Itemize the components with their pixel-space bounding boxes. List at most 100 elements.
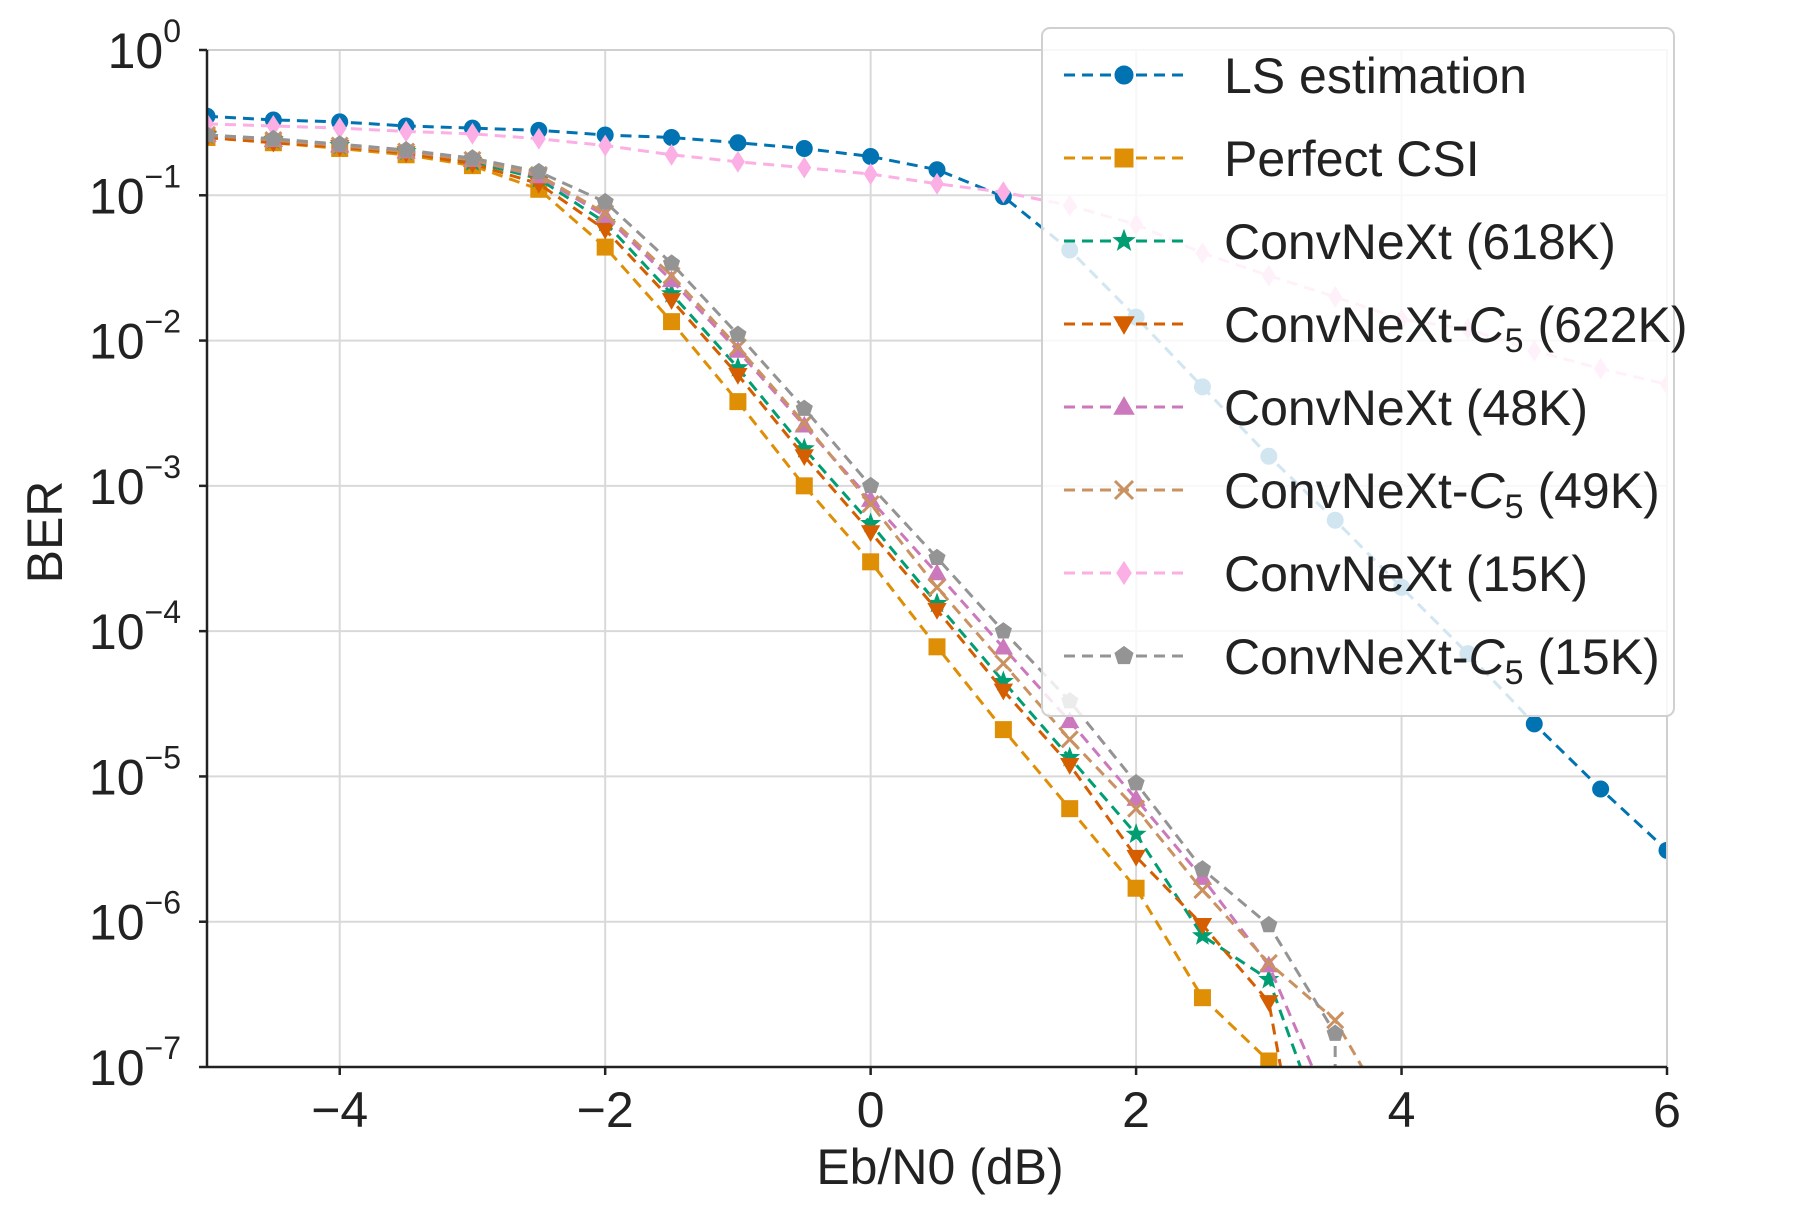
data-point bbox=[331, 135, 349, 152]
legend-label: ConvNeXt (618K) bbox=[1224, 214, 1616, 270]
data-point bbox=[397, 140, 415, 158]
legend-entry: ConvNeXt-C5 (49K) bbox=[1064, 463, 1660, 526]
data-point bbox=[795, 399, 813, 416]
data-point bbox=[1259, 995, 1279, 1012]
data-point bbox=[595, 222, 615, 240]
data-point bbox=[728, 368, 748, 385]
data-point bbox=[994, 721, 1012, 739]
data-point bbox=[795, 414, 814, 433]
data-point bbox=[596, 192, 614, 210]
legend-marker bbox=[1113, 316, 1135, 335]
legend-entry: ConvNeXt (48K) bbox=[1064, 380, 1588, 436]
data-point bbox=[993, 683, 1014, 701]
legend-entry: ConvNeXt-C5 (622K) bbox=[1064, 297, 1688, 360]
data-point bbox=[1193, 860, 1212, 877]
data-point bbox=[994, 654, 1013, 673]
legend-entry: ConvNeXt (15K) bbox=[1064, 546, 1588, 602]
legend-entry: ConvNeXt-C5 (15K) bbox=[1064, 629, 1660, 692]
data-point bbox=[927, 578, 947, 597]
data-point bbox=[930, 172, 944, 195]
data-point bbox=[1060, 758, 1080, 775]
y-tick-label: 10−5 bbox=[89, 739, 181, 805]
y-tick-label: 10−6 bbox=[89, 885, 181, 951]
x-axis-label: Eb/N0 (dB) bbox=[816, 1139, 1063, 1195]
data-point bbox=[928, 548, 946, 566]
legend-marker bbox=[1114, 65, 1134, 85]
legend-box bbox=[1041, 27, 1675, 717]
y-tick-label: 10−3 bbox=[89, 449, 181, 515]
data-point bbox=[862, 553, 880, 571]
series-line bbox=[207, 122, 1667, 386]
legend-marker bbox=[1113, 396, 1135, 415]
data-point bbox=[927, 563, 947, 581]
data-point bbox=[730, 150, 745, 173]
data-point bbox=[795, 477, 813, 495]
legend-marker bbox=[1113, 479, 1135, 501]
data-point bbox=[993, 637, 1014, 655]
data-point bbox=[1127, 879, 1145, 897]
y-tick-label: 10−2 bbox=[89, 304, 181, 370]
legend-label: Perfect CSI bbox=[1224, 131, 1480, 187]
data-point bbox=[465, 122, 480, 145]
data-point bbox=[862, 147, 880, 165]
tick-labels: −4 −2 0 2 4 6 100 10−1 10−2 10−3 10−4 10−5 10−6 10−7 bbox=[89, 13, 1681, 1138]
legend-marker bbox=[1114, 645, 1134, 665]
data-point bbox=[1192, 868, 1213, 885]
data-point bbox=[1326, 1024, 1344, 1041]
legend-marker bbox=[1114, 148, 1134, 168]
data-point bbox=[797, 156, 812, 179]
data-point bbox=[663, 128, 681, 146]
series-layer bbox=[207, 107, 1667, 1067]
data-point bbox=[1127, 774, 1145, 791]
series-7 bbox=[207, 125, 1344, 1067]
legend-entry: Perfect CSI bbox=[1064, 131, 1480, 187]
data-point bbox=[1259, 953, 1278, 973]
legend-label: ConvNeXt (15K) bbox=[1224, 546, 1588, 602]
data-point bbox=[1125, 823, 1147, 844]
data-point bbox=[530, 162, 548, 180]
data-point bbox=[1060, 730, 1079, 749]
data-point bbox=[1258, 968, 1280, 989]
data-point bbox=[1060, 711, 1080, 729]
data-point bbox=[1525, 715, 1543, 733]
data-point bbox=[863, 163, 878, 185]
legend-marker bbox=[1112, 228, 1136, 251]
legend-label: ConvNeXt-C5 (15K) bbox=[1224, 629, 1660, 692]
data-point bbox=[664, 143, 679, 166]
y-tick-label: 10−4 bbox=[89, 594, 181, 660]
data-point bbox=[729, 393, 747, 411]
data-point bbox=[928, 638, 946, 656]
legend-label: LS estimation bbox=[1224, 48, 1527, 104]
x-tick-label: −4 bbox=[311, 1082, 368, 1138]
legend-label: ConvNeXt (48K) bbox=[1224, 380, 1588, 436]
data-point bbox=[729, 325, 747, 342]
data-point bbox=[531, 127, 546, 150]
data-point bbox=[1126, 849, 1146, 867]
data-point bbox=[927, 603, 947, 620]
data-point bbox=[996, 181, 1011, 204]
data-point bbox=[1658, 841, 1667, 859]
legend-entry: ConvNeXt (618K) bbox=[1064, 214, 1616, 270]
legend-entry: LS estimation bbox=[1064, 48, 1527, 104]
y-axis-label: BER bbox=[17, 481, 73, 584]
data-point bbox=[1127, 799, 1146, 818]
data-point bbox=[795, 139, 813, 157]
data-point bbox=[207, 125, 216, 143]
data-point bbox=[598, 134, 613, 157]
y-tick-label: 10−1 bbox=[89, 158, 181, 224]
data-point bbox=[729, 134, 747, 152]
data-point bbox=[662, 254, 681, 271]
data-point bbox=[1061, 800, 1079, 818]
data-point bbox=[661, 293, 682, 310]
x-tick-label: 6 bbox=[1653, 1082, 1681, 1138]
data-point bbox=[1326, 1011, 1345, 1030]
legend-label: ConvNeXt-C5 (49K) bbox=[1224, 463, 1660, 526]
y-tick-label: 100 bbox=[108, 13, 181, 79]
data-point bbox=[1260, 1052, 1278, 1067]
data-point bbox=[794, 449, 814, 466]
x-tick-label: −2 bbox=[577, 1082, 634, 1138]
data-point bbox=[1192, 918, 1213, 935]
x-tick-label: 0 bbox=[857, 1082, 885, 1138]
